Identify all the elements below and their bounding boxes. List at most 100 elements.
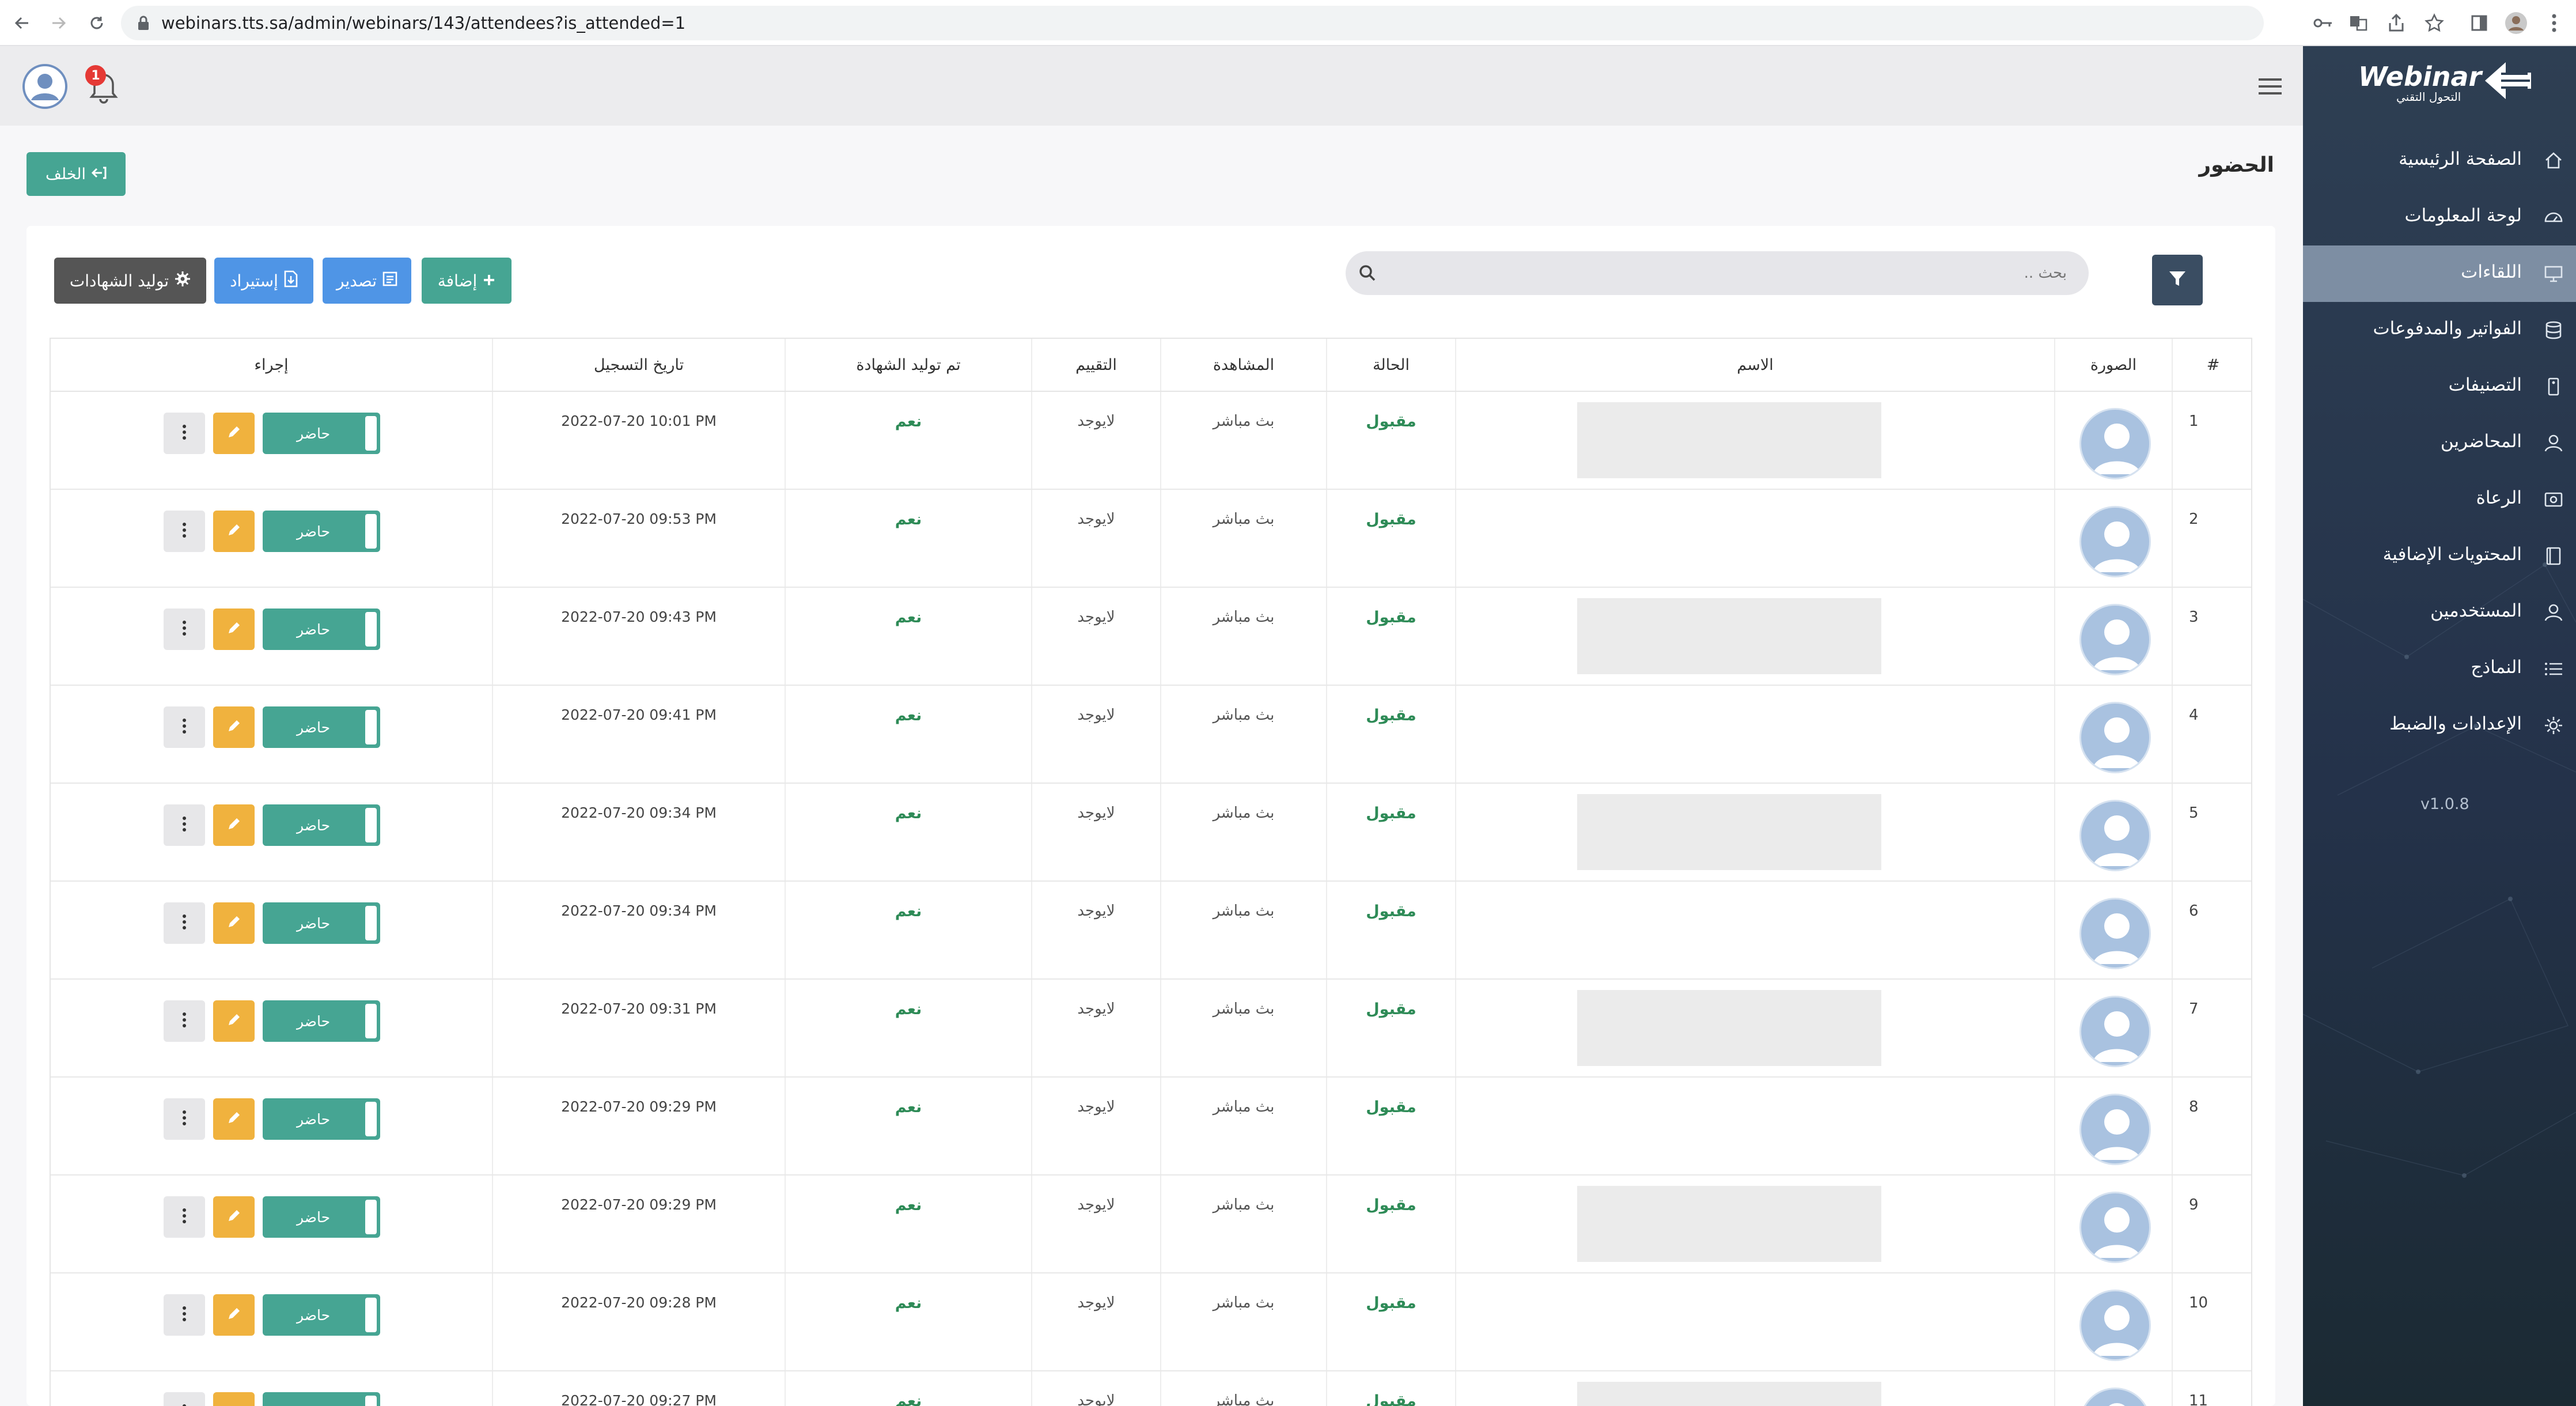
more-options-button[interactable] [164,608,205,650]
url-text: webinars.tts.sa/admin/webinars/143/atten… [161,13,686,33]
browser-menu-icon[interactable] [2540,9,2568,37]
edit-button[interactable] [213,1392,255,1406]
attended-label: حاضر [296,425,331,442]
photo-cell [2055,980,2173,1076]
attended-toggle[interactable]: حاضر [263,608,380,650]
edit-button[interactable] [213,902,255,944]
sidebar-item-8[interactable]: المحتويات الإضافية [2303,528,2576,584]
attended-label: حاضر [296,1208,331,1226]
attended-toggle[interactable]: حاضر [263,804,380,846]
number-cell: 8 [2173,1078,2251,1174]
edit-button[interactable] [213,706,255,748]
attendee-avatar-icon [2079,800,2151,871]
sidebar-item-3[interactable]: اللقاءات [2303,245,2576,302]
status-cell: مقبول [1327,1273,1456,1370]
filter-button[interactable] [2152,255,2203,305]
address-bar[interactable]: webinars.tts.sa/admin/webinars/143/atten… [121,6,2264,40]
viewing-cell: بث مباشر [1161,588,1327,685]
certificate-generated: نعم [895,804,922,822]
rating-cell: لايوجد [1032,882,1161,978]
edit-button[interactable] [213,1098,255,1140]
attendee-avatar-icon [2079,604,2151,675]
tag-icon [2544,377,2563,396]
more-options-button[interactable] [164,1196,205,1238]
edit-button[interactable] [213,1196,255,1238]
number-cell: 6 [2173,882,2251,978]
forward-arrow-icon[interactable] [46,10,71,36]
edit-button[interactable] [213,804,255,846]
certificate-cell: نعم [786,1273,1032,1370]
row-number: 10 [2189,1294,2208,1311]
edit-button[interactable] [213,1294,255,1336]
date-cell: 2022-07-20 09:34 PM [493,784,786,880]
profile-avatar-icon[interactable] [2502,9,2530,37]
sidebar-item-7[interactable]: الرعاة [2303,471,2576,528]
attended-toggle[interactable]: حاضر [263,1196,380,1238]
attended-toggle[interactable]: حاضر [263,1000,380,1042]
table-row: حاضر 2022-07-20 09:29 PM نعم لايوجد بث م… [51,1176,2251,1273]
sidebar-item-9[interactable]: المستخدمين [2303,584,2576,641]
vertical-dots-icon [182,914,187,932]
search-input[interactable] [1388,251,2068,295]
sidebar-item-4[interactable]: الفواتير والمدفوعات [2303,302,2576,358]
reload-icon[interactable] [84,10,109,36]
name-cell [1456,784,2055,880]
more-options-button[interactable] [164,902,205,944]
back-button[interactable]: الخلف [26,152,126,196]
edit-button[interactable] [213,1000,255,1042]
back-arrow-icon[interactable] [9,10,35,36]
certificate-generated: نعم [895,1294,922,1312]
attended-toggle[interactable]: حاضر [263,706,380,748]
key-icon[interactable] [2310,9,2338,37]
attended-toggle[interactable]: حاضر [263,902,380,944]
more-options-button[interactable] [164,1294,205,1336]
header-name: الاسم [1456,339,2055,391]
sidebar-item-2[interactable]: لوحة المعلومات [2303,189,2576,245]
header-certificate: تم توليد الشهادة [786,339,1032,391]
webinar-logo[interactable]: Webinar التحول التقني [2358,59,2531,107]
viewing-cell: بث مباشر [1161,1371,1327,1406]
action-cell: حاضر [51,980,493,1076]
certificate-generated: نعم [895,902,922,920]
user-avatar-icon[interactable] [22,63,68,109]
users-icon [2544,603,2563,622]
import-button[interactable]: إستيراد [214,258,313,304]
attended-toggle[interactable]: حاضر [263,1294,380,1336]
more-options-button[interactable] [164,413,205,454]
add-button[interactable]: إضافة [422,258,512,304]
more-options-button[interactable] [164,804,205,846]
edit-button[interactable] [213,511,255,552]
side-panel-icon[interactable] [2465,9,2493,37]
sidebar-item-10[interactable]: النماذج [2303,641,2576,697]
attended-toggle[interactable]: حاضر [263,511,380,552]
sidebar-item-6[interactable]: المحاضرين [2303,415,2576,471]
status-badge: مقبول [1366,706,1416,724]
attended-toggle[interactable]: حاضر [263,1098,380,1140]
export-button[interactable]: تصدير [323,258,411,304]
generate-certificates-button[interactable]: توليد الشهادات [54,258,206,304]
translate-icon[interactable] [2344,9,2372,37]
sidebar-item-11[interactable]: الإعدادات والضبط [2303,697,2576,754]
date-cell: 2022-07-20 09:27 PM [493,1371,786,1406]
bookmark-star-icon[interactable] [2420,9,2448,37]
attended-toggle[interactable]: حاضر [263,413,380,454]
more-options-button[interactable] [164,1098,205,1140]
header-viewing: المشاهدة [1161,339,1327,391]
more-options-button[interactable] [164,706,205,748]
add-label: إضافة [437,271,478,290]
pencil-icon [226,1208,242,1226]
hamburger-menu-icon[interactable] [2255,71,2285,101]
share-icon[interactable] [2382,9,2410,37]
photo-cell [2055,588,2173,685]
sidebar-item-5[interactable]: التصنيفات [2303,358,2576,415]
sidebar-item-1[interactable]: الصفحة الرئيسية [2303,133,2576,189]
edit-button[interactable] [213,608,255,650]
more-options-button[interactable] [164,1392,205,1406]
toggle-knob [365,1200,377,1234]
edit-button[interactable] [213,413,255,454]
more-options-button[interactable] [164,1000,205,1042]
lock-icon [137,15,150,33]
attended-label: حاضر [296,817,331,834]
attended-toggle[interactable]: حاضر [263,1392,380,1406]
more-options-button[interactable] [164,511,205,552]
